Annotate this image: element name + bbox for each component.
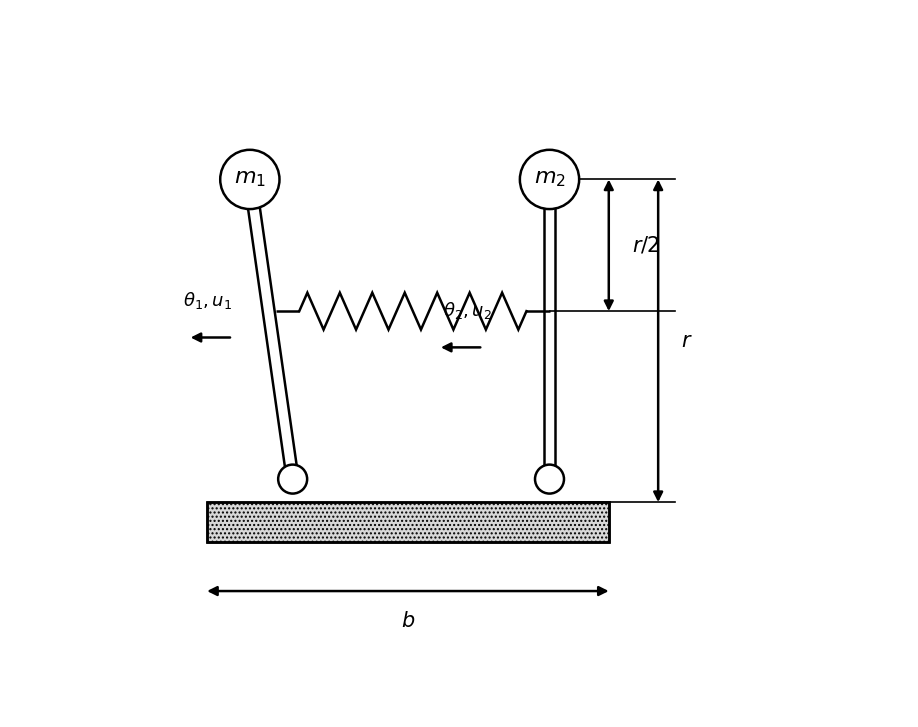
Polygon shape bbox=[244, 179, 298, 480]
Circle shape bbox=[220, 150, 279, 209]
Bar bbox=[207, 502, 609, 542]
Circle shape bbox=[535, 465, 564, 494]
Text: $m_2$: $m_2$ bbox=[533, 169, 565, 190]
Polygon shape bbox=[543, 180, 555, 479]
Text: $\theta_2,u_2$: $\theta_2,u_2$ bbox=[442, 300, 492, 321]
Bar bbox=[207, 502, 609, 542]
Text: $b$: $b$ bbox=[401, 611, 415, 631]
Text: $\theta_1,u_1$: $\theta_1,u_1$ bbox=[183, 290, 231, 311]
Text: $m_1$: $m_1$ bbox=[234, 169, 266, 190]
Circle shape bbox=[278, 465, 308, 494]
Circle shape bbox=[520, 150, 579, 209]
Text: $r$: $r$ bbox=[681, 331, 693, 351]
Text: $r/2$: $r/2$ bbox=[632, 235, 660, 256]
